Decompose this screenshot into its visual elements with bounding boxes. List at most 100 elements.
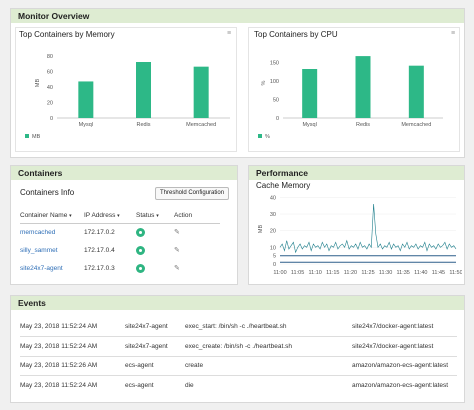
memory-chart: 0 20 40 60 80 MB Mysql Redis Memcached MB	[25, 54, 230, 140]
bar	[78, 81, 94, 118]
performance-header: Performance	[249, 166, 464, 180]
table-row: May 23, 2018 11:52:24 AM ecs-agent die a…	[20, 376, 457, 396]
y-tick-label: 0	[50, 116, 53, 122]
event-action: exec_create: /bin/sh -c ./heartbeat.sh	[185, 336, 352, 357]
x-tick-label: Memcached	[401, 122, 431, 128]
legend-swatch	[258, 134, 262, 138]
col-ip-address[interactable]: IP Address ▾	[84, 208, 136, 224]
x-tick-label: 11:45	[432, 270, 445, 276]
x-tick-label: 11:20	[344, 270, 357, 276]
sort-icon: ▾	[117, 212, 120, 219]
x-tick-label: 11:10	[309, 270, 322, 276]
cache-memory-chart: 0 5 10 20 30 40 MB 11:00 11:05 11:10 11:15 11:20 11:…	[258, 195, 462, 276]
status-up-icon	[136, 263, 145, 273]
status-up-icon	[136, 227, 145, 237]
y-tick-label: 60	[47, 69, 53, 75]
y-tick-label: 20	[270, 229, 276, 235]
y-tick-label: 30	[270, 212, 276, 218]
event-container: ecs-agent	[125, 382, 154, 389]
event-time: May 23, 2018 11:52:24 AM	[20, 336, 125, 357]
threshold-configuration-button[interactable]: Threshold Configuration	[155, 187, 230, 200]
x-tick-label: Memcached	[186, 122, 216, 128]
y-tick-label: 0	[276, 116, 279, 122]
y-axis-label: MB	[258, 225, 264, 234]
bar	[193, 66, 209, 118]
cpu-card-title: Top Containers by CPU	[254, 30, 338, 39]
bar	[408, 65, 424, 118]
x-tick-label: 11:30	[379, 270, 392, 276]
sort-icon: ▾	[69, 212, 72, 219]
x-tick-label: 11:00	[273, 270, 286, 276]
y-tick-label: 5	[273, 254, 276, 260]
cpu-card	[248, 27, 460, 152]
edit-icon[interactable]: ✎	[174, 265, 180, 272]
event-image: site24x7/docker-agent:latest	[352, 336, 457, 357]
bar	[355, 56, 371, 118]
legend-swatch	[25, 134, 29, 138]
y-tick-label: 50	[273, 98, 279, 104]
x-tick-label: 11:50	[449, 270, 462, 276]
cpu-chart: 0 50 100 150% Mysql Redis Memcached%	[258, 56, 443, 140]
edit-icon[interactable]: ✎	[174, 247, 180, 254]
x-tick-label: 11:15	[326, 270, 339, 276]
x-tick-label: 11:05	[291, 270, 304, 276]
cache-memory-title: Cache Memory	[256, 181, 311, 190]
container-link[interactable]: site24x7-agent	[20, 264, 63, 272]
x-tick-label: Mysql	[302, 122, 316, 128]
event-image: amazon/amazon-ecs-agent:latest	[352, 382, 449, 389]
col-status[interactable]: Status ▾	[136, 208, 174, 224]
col-container-name[interactable]: Container Name ▾	[20, 208, 84, 224]
table-row: silly_sammet 172.17.0.4 ✎	[20, 241, 220, 259]
edit-icon[interactable]: ✎	[174, 229, 180, 237]
y-axis-label: MB	[35, 79, 41, 88]
sort-icon: ▾	[156, 212, 159, 219]
y-tick-label: 40	[47, 85, 53, 91]
y-tick-label: 80	[47, 54, 53, 60]
event-image: site24x7/docker-agent:latest	[352, 317, 457, 337]
event-action: die	[185, 382, 194, 389]
menu-icon[interactable]: ≡	[227, 30, 232, 37]
containers-info-title: Containers Info	[20, 188, 75, 197]
y-tick-label: 10	[270, 245, 276, 251]
event-action: create	[185, 356, 352, 376]
performance-section	[248, 165, 465, 285]
memory-card-title: Top Containers by Memory	[19, 30, 115, 39]
event-action: exec_start: /bin/sh -c ./heartbeat.sh	[185, 317, 352, 337]
x-tick-label: Mysql	[79, 122, 93, 128]
y-tick-label: 100	[270, 79, 279, 85]
event-container: site24x7-agent	[125, 336, 185, 357]
y-tick-label: 40	[270, 195, 276, 201]
event-container: ecs-agent	[125, 356, 185, 376]
y-axis-label: %	[261, 80, 267, 85]
table-row: memcached 172.17.0.2 ✎	[20, 223, 220, 241]
events-table: May 23, 2018 11:52:24 AM site24x7-agent …	[20, 317, 457, 395]
x-tick-label: 11:40	[414, 270, 427, 276]
status-up-icon	[136, 245, 145, 255]
y-tick-label: 20	[47, 100, 53, 106]
container-link[interactable]: silly_sammet	[20, 246, 58, 254]
col-action: Action	[174, 208, 220, 224]
menu-icon[interactable]: ≡	[451, 30, 456, 37]
x-tick-label: 11:35	[397, 270, 410, 276]
monitor-overview-header: Monitor Overview	[11, 9, 464, 23]
event-image: amazon/amazon-ecs-agent:latest	[352, 356, 457, 376]
y-tick-label: 150	[270, 61, 279, 67]
container-link[interactable]: memcached	[20, 228, 56, 236]
series-line	[279, 203, 457, 254]
legend-label: %	[265, 134, 270, 140]
table-row: May 23, 2018 11:52:24 AM site24x7-agent …	[20, 317, 457, 337]
event-time: May 23, 2018 11:52:24 AM	[20, 382, 98, 389]
containers-header: Containers	[11, 166, 237, 180]
bar	[136, 62, 151, 118]
bar	[302, 69, 318, 118]
x-tick-label: Redis	[356, 122, 370, 128]
x-tick-label: 11:25	[361, 270, 374, 276]
table-row: May 23, 2018 11:52:26 AM ecs-agent creat…	[20, 356, 457, 376]
ip-cell: 172.17.0.3	[84, 264, 115, 272]
table-row: site24x7-agent 172.17.0.3 ✎	[20, 259, 220, 277]
containers-table: Container Name ▾ IP Address ▾ Status ▾ A…	[20, 208, 220, 277]
ip-cell: 172.17.0.2	[84, 228, 115, 236]
containers-section	[10, 165, 238, 285]
events-header: Events	[11, 296, 464, 310]
event-container: site24x7-agent	[125, 317, 185, 337]
